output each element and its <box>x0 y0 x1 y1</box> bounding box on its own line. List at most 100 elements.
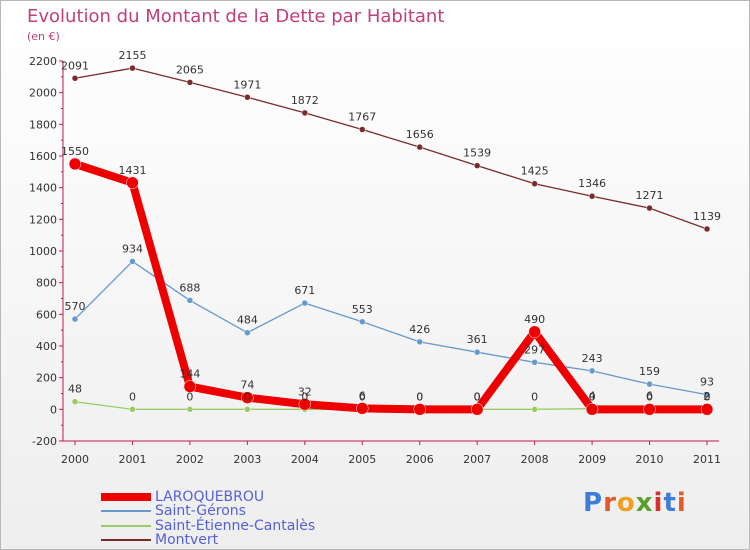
data-label: 1767 <box>348 111 376 124</box>
proxiti-logo: Proxiti <box>583 488 687 518</box>
data-point <box>186 406 194 413</box>
data-label: 0 <box>646 390 653 403</box>
data-point <box>298 398 312 411</box>
data-point <box>183 380 197 393</box>
data-point <box>531 406 538 413</box>
legend-swatch <box>101 493 151 501</box>
data-label: 0 <box>589 390 596 403</box>
logo-letter: o <box>616 488 636 518</box>
data-label: 570 <box>65 300 86 313</box>
data-point <box>473 348 481 356</box>
data-label: 1656 <box>406 128 434 141</box>
data-label: 297 <box>524 343 545 356</box>
data-label: 671 <box>294 284 315 297</box>
data-point <box>585 403 599 416</box>
data-label: 0 <box>474 390 481 403</box>
y-axis-ticks: -200 0 200 400 600 800 1000 1200 1400 1600 1800 200… <box>29 55 63 448</box>
data-label: 74 <box>240 379 254 392</box>
data-label: 6 <box>359 389 366 402</box>
x-tick-label: 2004 <box>291 453 319 466</box>
data-point <box>301 109 309 117</box>
chart-subtitle: (en €) <box>27 30 60 43</box>
data-label: 0 <box>301 390 308 403</box>
data-label: 426 <box>409 323 430 336</box>
legend-label: Saint-Gérons <box>155 503 246 519</box>
data-label: 0 <box>359 390 366 403</box>
data-point <box>531 180 538 187</box>
legend-swatch <box>101 510 151 512</box>
data-label: 361 <box>467 333 488 346</box>
data-point <box>416 338 423 346</box>
logo-letter: P <box>583 488 604 518</box>
x-tick-label: 2000 <box>61 453 89 466</box>
legend-item-saint-gerons: Saint-Gérons <box>101 503 246 519</box>
series-montvert <box>71 64 711 233</box>
data-label: 1346 <box>578 177 606 190</box>
series-laroquebrou <box>68 157 714 416</box>
data-label: 553 <box>352 303 373 316</box>
data-label: 2155 <box>118 49 146 62</box>
y-tick-label: 200 <box>36 372 57 385</box>
data-point <box>186 79 194 86</box>
x-tick-label: 2006 <box>406 453 434 466</box>
data-label: 1550 <box>61 145 89 158</box>
y-tick-label: 400 <box>36 340 57 353</box>
data-point <box>588 192 596 200</box>
legend-swatch <box>101 525 151 527</box>
data-point <box>703 225 711 233</box>
data-point <box>244 329 251 336</box>
data-label: 48 <box>68 383 82 396</box>
legend-item-saint-etienne-cantales: Saint-Étienne-Cantalès <box>101 518 315 534</box>
chart-title: Evolution du Montant de la Dette par Hab… <box>27 6 445 27</box>
y-tick-label: 1800 <box>29 118 57 131</box>
data-label: 0 <box>416 390 423 403</box>
y-tick-label: 1200 <box>29 213 57 226</box>
series-layer <box>68 64 714 416</box>
data-point <box>244 94 251 101</box>
series-line <box>73 160 707 414</box>
data-label: 0 <box>186 390 193 403</box>
data-point <box>531 359 538 366</box>
data-label: 1139 <box>693 210 721 223</box>
data-point <box>588 367 596 375</box>
data-point <box>241 391 254 404</box>
data-label: 1872 <box>291 94 319 107</box>
data-point <box>359 318 366 326</box>
x-tick-label: 2008 <box>521 453 549 466</box>
data-point <box>356 402 369 415</box>
data-point <box>470 403 484 416</box>
y-tick-label: 0 <box>50 403 57 416</box>
data-label: 1539 <box>463 147 491 160</box>
data-point <box>126 176 139 190</box>
data-label: 0 <box>531 390 538 403</box>
data-point <box>473 162 481 169</box>
data-point <box>528 325 541 338</box>
x-tick-label: 2010 <box>636 453 664 466</box>
data-point <box>643 403 656 416</box>
legend-swatch <box>101 539 151 541</box>
y-tick-label: 2000 <box>29 87 57 100</box>
data-point <box>359 126 366 133</box>
series-line <box>74 260 708 396</box>
axes <box>62 61 719 442</box>
series-line <box>74 67 708 230</box>
data-point <box>129 64 136 72</box>
x-tick-label: 2009 <box>578 453 606 466</box>
data-point <box>71 398 79 405</box>
legend-item-montvert: Montvert <box>101 532 218 548</box>
logo-letter: i <box>676 488 687 518</box>
data-point <box>129 406 136 413</box>
x-axis-ticks: 2000 2001 2002 2003 2004 2005 2006 2007 2008 2009… <box>61 441 721 466</box>
x-tick-label: 2002 <box>176 453 204 466</box>
legend-label: LAROQUEBROU <box>155 489 265 505</box>
y-tick-label: 2200 <box>29 55 57 68</box>
data-label: 93 <box>700 376 714 389</box>
legend-item-laroquebrou: LAROQUEBROU <box>101 489 265 505</box>
data-label: 0 <box>244 390 251 403</box>
data-label: 490 <box>524 313 545 326</box>
data-label: 32 <box>298 385 312 398</box>
data-label: 934 <box>122 242 143 255</box>
